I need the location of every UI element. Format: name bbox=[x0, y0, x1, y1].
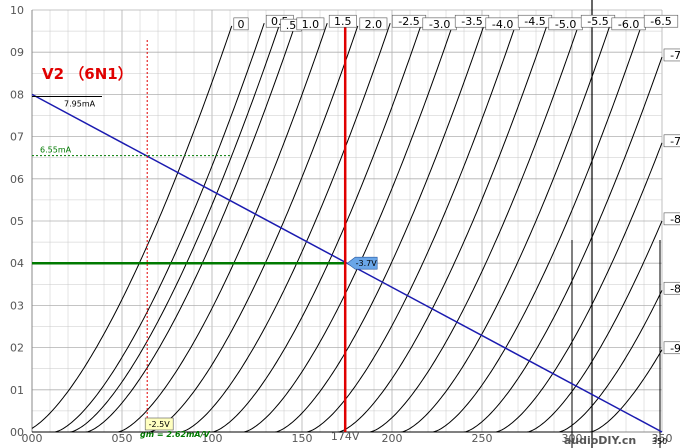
x-tick-label: 250 bbox=[472, 432, 493, 445]
curve-label: 1.5 bbox=[334, 15, 352, 28]
q-point-label: -3.7V bbox=[356, 259, 378, 268]
curve-label: -3.0 bbox=[429, 18, 450, 31]
hline-label: 7.95mA bbox=[64, 100, 96, 109]
gm-label: gm = 2.62mA/V bbox=[140, 430, 211, 439]
hline-label: 6.55mA bbox=[40, 146, 72, 155]
chart-title: V2 （6N1） bbox=[42, 65, 133, 83]
x-tick-label: 300 bbox=[562, 432, 583, 445]
curve-label-box bbox=[663, 341, 680, 355]
curve-label-box bbox=[233, 17, 249, 31]
x-tick-label: 100 bbox=[202, 432, 223, 445]
labels: 000 050 100 150 200 250 300 3500001020304050607… bbox=[10, 4, 680, 447]
plate-curves bbox=[31, 23, 663, 433]
curve-label-box bbox=[296, 17, 325, 31]
curve-label-box bbox=[328, 14, 357, 28]
y-tick-label: 05 bbox=[10, 215, 24, 228]
curve-label-box bbox=[663, 212, 680, 226]
y-tick-label: 07 bbox=[10, 131, 24, 144]
dashed-marker-label: -2.5V bbox=[149, 420, 171, 429]
curve-label: -8.5 bbox=[670, 282, 680, 295]
curve-label: -9.0 bbox=[670, 342, 680, 355]
curve-label-box bbox=[663, 48, 680, 62]
curve-label: -3.5 bbox=[461, 15, 482, 28]
curve-label: -8.0 bbox=[670, 213, 680, 226]
y-tick-label: 02 bbox=[10, 342, 24, 355]
curve-label: -6.0 bbox=[618, 18, 639, 31]
curve-label: 0 bbox=[238, 18, 245, 31]
curve-label-box bbox=[663, 281, 680, 295]
watermark: audioDIY.cn bbox=[564, 434, 636, 447]
y-tick-label: 04 bbox=[10, 257, 24, 270]
curve-label: 1.0 bbox=[302, 18, 320, 31]
plate-curve bbox=[32, 23, 265, 433]
vertical-marker-label: 174V bbox=[331, 430, 360, 443]
y-tick-label: 06 bbox=[10, 173, 24, 186]
curve-label: -5.5 bbox=[587, 15, 608, 28]
curve-label: -7.5 bbox=[670, 135, 680, 148]
curve-label: 2.0 bbox=[365, 18, 383, 31]
curve-label: .5 bbox=[286, 19, 297, 32]
curve-label: -5.0 bbox=[555, 18, 576, 31]
plate-curve bbox=[31, 25, 233, 429]
curve-label: -4.0 bbox=[492, 18, 513, 31]
curve-label-box bbox=[663, 134, 680, 148]
q-point-label-box bbox=[346, 256, 378, 270]
dashed-marker-label-box bbox=[144, 417, 174, 431]
x-tick-label: 200 bbox=[382, 432, 403, 445]
y-tick-label: 00 bbox=[10, 426, 24, 439]
curve-label-box bbox=[643, 14, 679, 28]
y-tick-label: 03 bbox=[10, 299, 24, 312]
y-tick-label: 09 bbox=[10, 46, 24, 59]
plate-curve bbox=[32, 349, 663, 433]
curve-label: -4.5 bbox=[524, 15, 545, 28]
x-tick-label: 150 bbox=[292, 432, 313, 445]
y-tick-label: 08 bbox=[10, 88, 24, 101]
x-tick-label: 000 bbox=[22, 432, 43, 445]
x-tick-label: 050 bbox=[112, 432, 133, 445]
curve-label: -6.5 bbox=[650, 15, 671, 28]
right-bottom-label: 350 bbox=[652, 437, 667, 446]
x-tick-label: 350 bbox=[652, 432, 673, 445]
y-tick-label: 01 bbox=[10, 384, 24, 397]
curve-label-box bbox=[359, 17, 388, 31]
y-tick-label: 10 bbox=[10, 4, 24, 17]
curve-label: -2.5 bbox=[398, 15, 419, 28]
curve-label: -7.0 bbox=[670, 49, 680, 62]
plate-curve bbox=[32, 27, 280, 433]
